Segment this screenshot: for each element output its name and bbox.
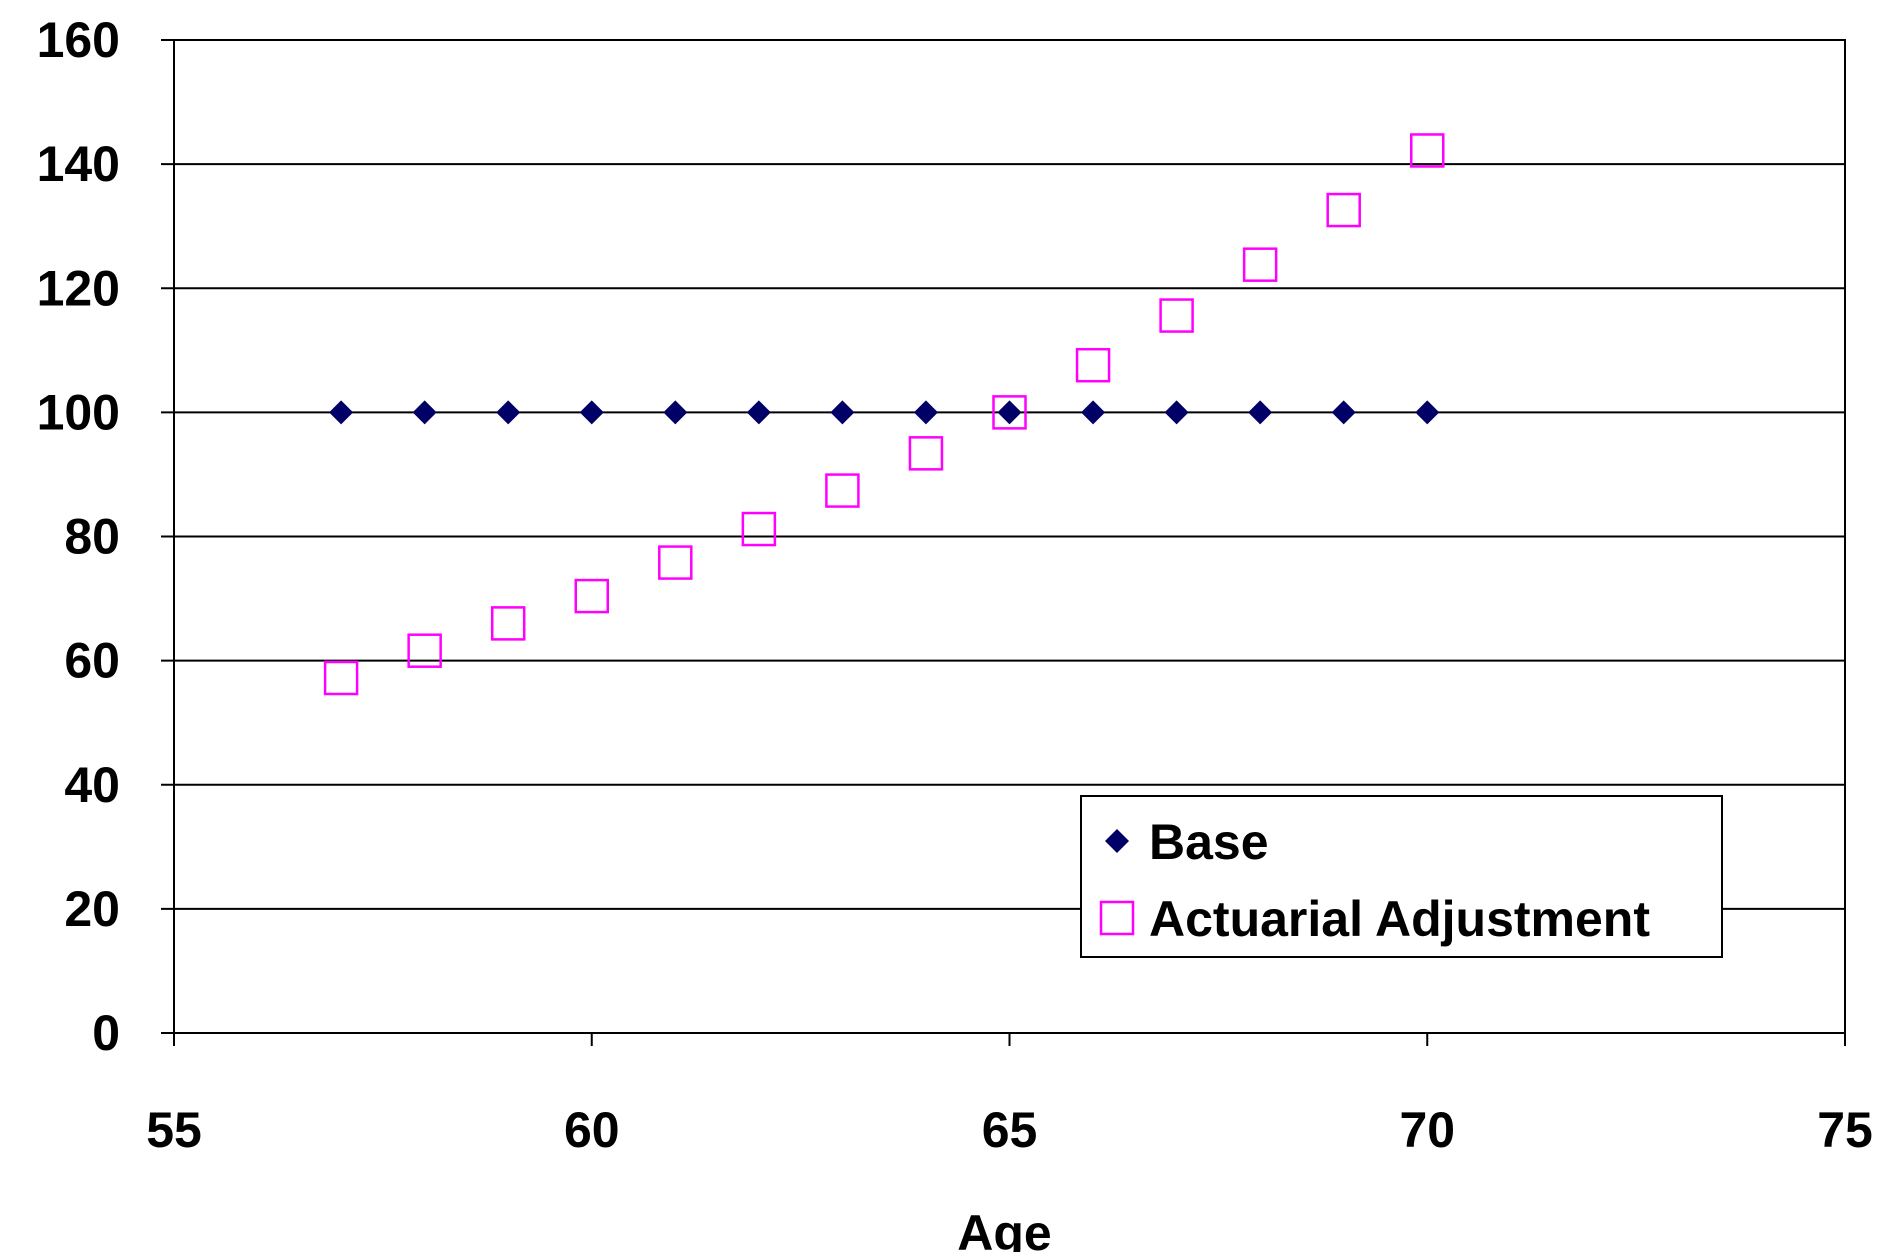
x-tick-label: 75 [1817, 1102, 1873, 1158]
legend-marker [1099, 900, 1135, 936]
legend-marker [1105, 829, 1129, 853]
x-tick-label: 55 [146, 1102, 202, 1158]
data-point [1410, 133, 1445, 168]
data-point [1075, 347, 1111, 383]
data-point [1248, 400, 1273, 425]
data-point [1331, 400, 1356, 425]
legend-box [1080, 795, 1723, 958]
data-point [323, 660, 359, 696]
data-point [1081, 400, 1106, 425]
data-point [1415, 400, 1440, 425]
y-tick-label: 40 [64, 757, 120, 813]
data-point [490, 606, 526, 641]
legend-label: Base [1149, 814, 1269, 870]
series-actuarial-adjustment [323, 133, 1445, 696]
data-point [992, 395, 1027, 430]
data-point [997, 400, 1022, 425]
data-point [496, 400, 521, 425]
data-point [1164, 400, 1189, 425]
legend-item: Base [1105, 814, 1269, 870]
y-tick-label: 20 [64, 881, 120, 937]
data-point [913, 400, 938, 425]
data-point [1159, 298, 1194, 333]
y-axis: 0 20 40 60 80 100 120 140 160 [37, 12, 175, 1061]
x-axis-title: Age [957, 1205, 1051, 1252]
data-point [412, 400, 437, 425]
data-point [746, 400, 771, 425]
x-tick-label: 60 [564, 1102, 620, 1158]
y-tick-label: 120 [37, 260, 120, 316]
y-tick-label: 100 [37, 384, 120, 440]
y-tick-label: 60 [64, 633, 120, 689]
y-tick-label: 140 [37, 136, 120, 192]
y-tick-label: 0 [92, 1005, 120, 1061]
data-point [663, 400, 688, 425]
data-point [574, 578, 609, 614]
x-axis: 55 60 65 70 75 [146, 1032, 1873, 1158]
data-point [908, 436, 944, 471]
gridlines [174, 39, 1845, 910]
data-point [658, 545, 693, 580]
series-base [329, 400, 1440, 425]
data-point [825, 473, 860, 508]
y-tick-label: 80 [64, 509, 120, 565]
data-point [1242, 247, 1278, 282]
series-layer [323, 133, 1445, 696]
data-point [741, 511, 777, 547]
data-point [407, 633, 442, 668]
data-point [329, 400, 354, 425]
data-point [830, 400, 855, 425]
x-tick-label: 70 [1399, 1102, 1455, 1158]
legend: Base Actuarial Adjustment [1080, 795, 1723, 958]
data-point [579, 400, 604, 425]
legend-label: Actuarial Adjustment [1149, 891, 1650, 947]
y-tick-label: 160 [37, 12, 120, 68]
legend-item: Actuarial Adjustment [1099, 891, 1650, 947]
x-tick-label: 65 [982, 1102, 1038, 1158]
data-point [1326, 192, 1361, 228]
